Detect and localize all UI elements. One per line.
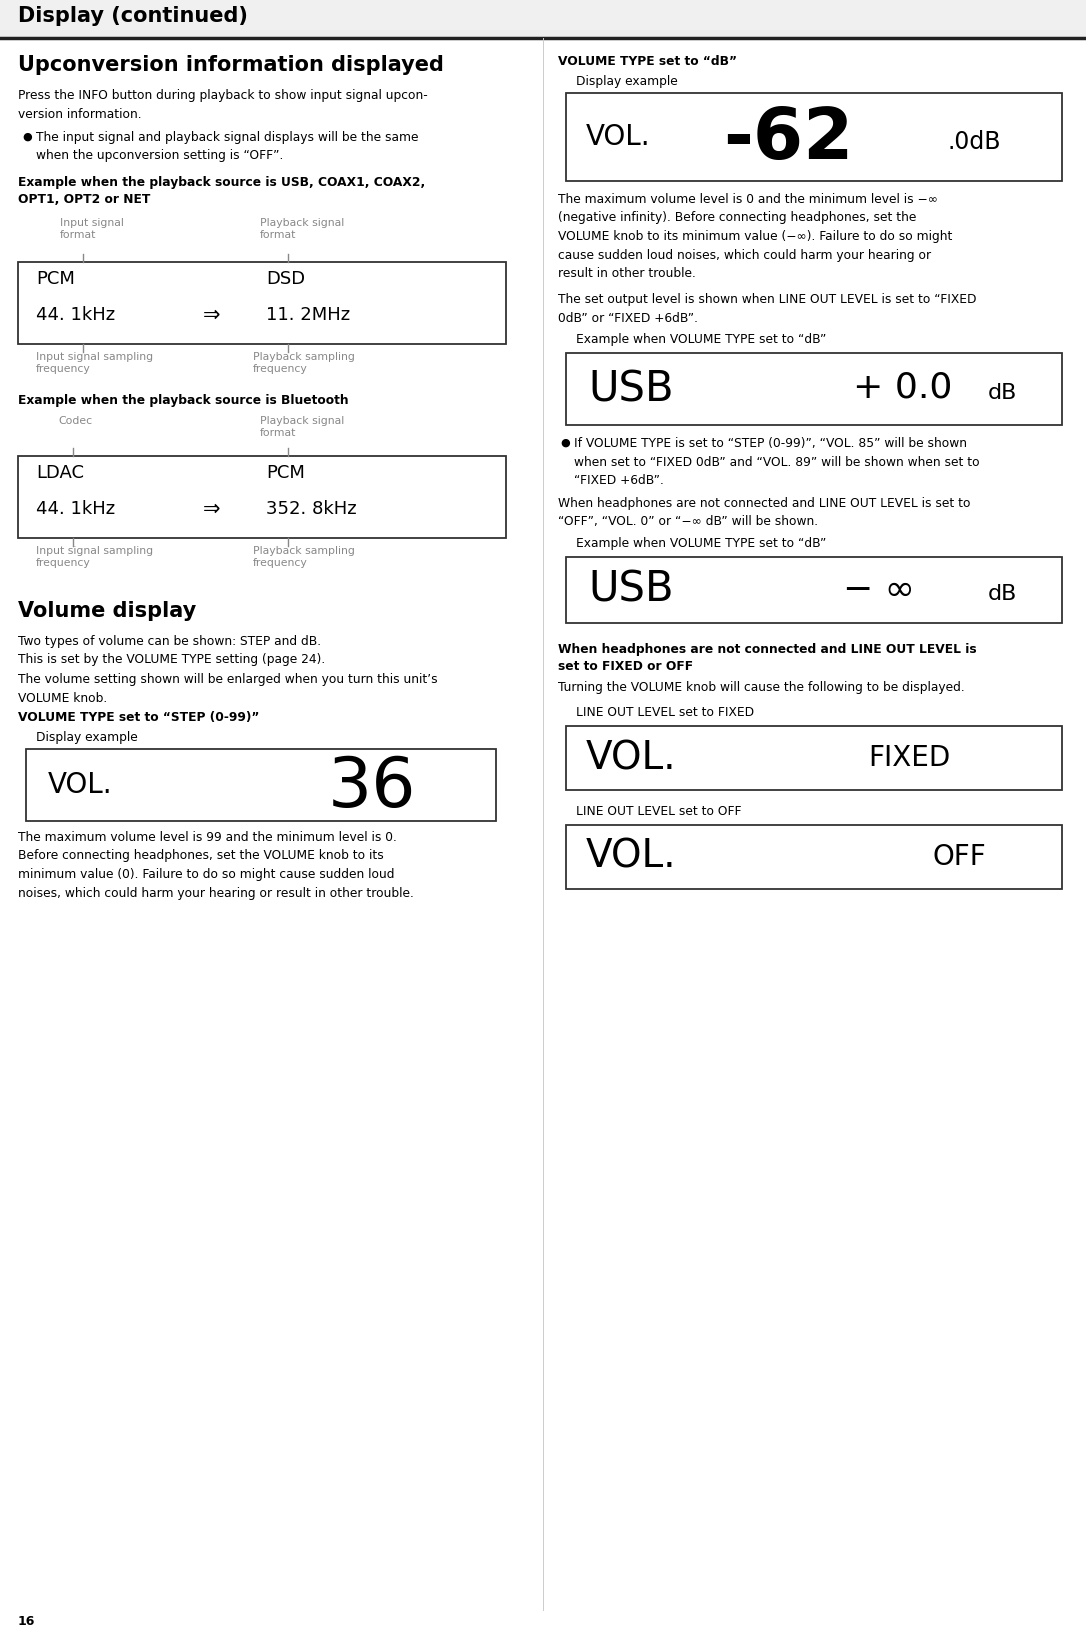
Text: 352. 8kHz: 352. 8kHz <box>266 500 356 518</box>
Text: Example when the playback source is USB, COAX1, COAX2,
OPT1, OPT2 or NET: Example when the playback source is USB,… <box>18 176 426 205</box>
Text: DSD: DSD <box>266 271 305 289</box>
Text: Volume display: Volume display <box>18 601 197 621</box>
Text: PCM: PCM <box>266 465 305 482</box>
Text: VOL.: VOL. <box>586 738 677 778</box>
Text: VOL.: VOL. <box>586 122 651 152</box>
Text: Upconversion information displayed: Upconversion information displayed <box>18 55 444 75</box>
Text: The maximum volume level is 99 and the minimum level is 0.
Before connecting hea: The maximum volume level is 99 and the m… <box>18 831 414 900</box>
Text: .0dB: .0dB <box>948 130 1001 153</box>
Text: Two types of volume can be shown: STEP and dB.
This is set by the VOLUME TYPE se: Two types of volume can be shown: STEP a… <box>18 636 325 667</box>
Text: VOL.: VOL. <box>586 838 677 875</box>
Text: Codec: Codec <box>58 416 92 425</box>
Text: Example when VOLUME TYPE set to “dB”: Example when VOLUME TYPE set to “dB” <box>576 536 826 549</box>
Text: -62: -62 <box>723 106 854 174</box>
Text: 44. 1kHz: 44. 1kHz <box>36 306 115 324</box>
Text: − ∞: − ∞ <box>843 574 914 606</box>
Text: LINE OUT LEVEL set to OFF: LINE OUT LEVEL set to OFF <box>576 805 742 818</box>
Bar <box>566 557 1062 623</box>
Text: 36: 36 <box>328 753 417 820</box>
Text: ⇒: ⇒ <box>203 499 220 518</box>
Bar <box>26 750 496 822</box>
Text: ●: ● <box>22 132 31 142</box>
Text: dB: dB <box>988 383 1018 403</box>
Bar <box>566 825 1062 888</box>
Text: 44. 1kHz: 44. 1kHz <box>36 500 115 518</box>
Text: Display example: Display example <box>36 730 138 743</box>
Text: VOL.: VOL. <box>48 771 113 799</box>
Text: VOLUME TYPE set to “dB”: VOLUME TYPE set to “dB” <box>558 55 737 68</box>
Text: 16: 16 <box>18 1615 36 1628</box>
Bar <box>18 262 506 344</box>
Text: + 0.0: + 0.0 <box>853 370 952 404</box>
Bar <box>566 354 1062 425</box>
Text: Input signal sampling
frequency: Input signal sampling frequency <box>36 546 153 569</box>
Text: ●: ● <box>560 438 570 448</box>
Text: Example when VOLUME TYPE set to “dB”: Example when VOLUME TYPE set to “dB” <box>576 333 826 346</box>
Text: VOLUME TYPE set to “STEP (0-99)”: VOLUME TYPE set to “STEP (0-99)” <box>18 711 260 724</box>
Text: dB: dB <box>988 584 1018 605</box>
Bar <box>18 456 506 538</box>
Bar <box>0 0 1086 37</box>
Text: When headphones are not connected and LINE OUT LEVEL is set to
“OFF”, “VOL. 0” o: When headphones are not connected and LI… <box>558 497 971 528</box>
Text: The maximum volume level is 0 and the minimum level is −∞
(negative infinity). B: The maximum volume level is 0 and the mi… <box>558 192 952 280</box>
Text: LINE OUT LEVEL set to FIXED: LINE OUT LEVEL set to FIXED <box>576 706 754 719</box>
Text: ⇒: ⇒ <box>203 305 220 324</box>
Text: The input signal and playback signal displays will be the same
when the upconver: The input signal and playback signal dis… <box>36 130 418 163</box>
Text: Playback sampling
frequency: Playback sampling frequency <box>253 546 355 569</box>
Text: Example when the playback source is Bluetooth: Example when the playback source is Blue… <box>18 394 349 408</box>
Text: When headphones are not connected and LINE OUT LEVEL is
set to FIXED or OFF: When headphones are not connected and LI… <box>558 642 976 673</box>
Text: Playback signal
format: Playback signal format <box>260 218 344 240</box>
Text: OFF: OFF <box>933 843 987 870</box>
Text: FIXED: FIXED <box>868 743 950 773</box>
Text: Display example: Display example <box>576 75 678 88</box>
Text: USB: USB <box>588 368 673 411</box>
Text: Input signal
format: Input signal format <box>60 218 124 240</box>
Bar <box>566 725 1062 791</box>
Text: 11. 2MHz: 11. 2MHz <box>266 306 350 324</box>
Text: The volume setting shown will be enlarged when you turn this unit’s
VOLUME knob.: The volume setting shown will be enlarge… <box>18 673 438 704</box>
Text: If VOLUME TYPE is set to “STEP (0-99)”, “VOL. 85” will be shown
when set to “FIX: If VOLUME TYPE is set to “STEP (0-99)”, … <box>574 437 980 487</box>
Text: The set output level is shown when LINE OUT LEVEL is set to “FIXED
0dB” or “FIXE: The set output level is shown when LINE … <box>558 293 976 324</box>
Text: Turning the VOLUME knob will cause the following to be displayed.: Turning the VOLUME knob will cause the f… <box>558 681 964 694</box>
Text: Display (continued): Display (continued) <box>18 7 248 26</box>
Bar <box>566 93 1062 181</box>
Text: PCM: PCM <box>36 271 75 289</box>
Text: Press the INFO button during playback to show input signal upcon-
version inform: Press the INFO button during playback to… <box>18 90 428 121</box>
Text: Input signal sampling
frequency: Input signal sampling frequency <box>36 352 153 375</box>
Text: USB: USB <box>588 569 673 611</box>
Text: LDAC: LDAC <box>36 465 84 482</box>
Text: Playback signal
format: Playback signal format <box>260 416 344 438</box>
Text: Playback sampling
frequency: Playback sampling frequency <box>253 352 355 375</box>
